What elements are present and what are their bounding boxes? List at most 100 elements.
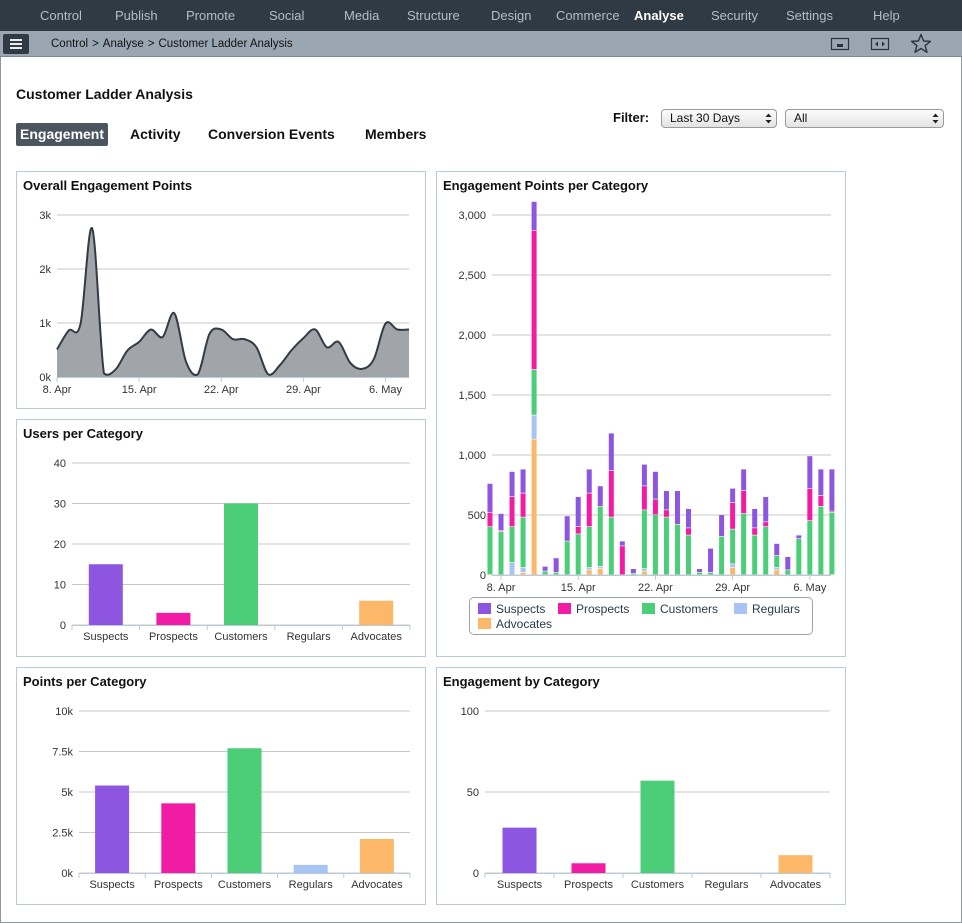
breadcrumb-separator: > — [92, 38, 99, 50]
bar-segment-customers — [674, 524, 680, 575]
nav-item-structure[interactable]: Structure — [407, 8, 460, 23]
tab-engagement[interactable]: Engagement — [16, 123, 109, 146]
bar-segment-prospects — [663, 510, 669, 517]
nav-item-promote[interactable]: Promote — [186, 8, 236, 23]
nav-item-analyse[interactable]: Analyse — [634, 8, 684, 23]
bar-prospects — [161, 803, 196, 873]
bar-segment-customers — [785, 570, 791, 575]
bar-segment-suspects — [785, 557, 791, 570]
x-tick-label: 8. Apr — [43, 384, 72, 396]
bar-segment-prospects — [498, 530, 504, 532]
bar-suspects — [88, 564, 123, 625]
bar-segment-customers — [652, 515, 658, 575]
y-tick-label: 500 — [468, 510, 486, 522]
breadcrumb-analyse[interactable]: Analyse — [102, 38, 144, 50]
y-tick-label: 50 — [467, 787, 479, 799]
y-tick-label: 2.5k — [52, 828, 73, 840]
y-tick-label: 1,000 — [458, 450, 486, 462]
nav-item-media[interactable]: Media — [344, 8, 380, 23]
bar-segment-prospects — [608, 470, 614, 517]
y-tick-label: 10k — [55, 706, 73, 718]
x-tick-label: Prospects — [149, 631, 198, 643]
overall-engagement-panel: Overall Engagement Points 0k 1k 2k 3k 8. Apr… — [16, 171, 426, 409]
bar-advocates — [359, 838, 394, 873]
legend-item-prospects[interactable]: Prospects — [558, 602, 629, 616]
x-tick-label: Suspects — [83, 631, 129, 643]
bar-customers — [227, 748, 262, 873]
nav-item-control[interactable]: Control — [40, 8, 82, 23]
x-tick-label: Customers — [631, 879, 685, 891]
bar-segment-suspects — [608, 433, 614, 470]
legend-item-regulars[interactable]: Regulars — [734, 602, 800, 616]
users-per-category-panel: Users per Category 0 10 20 30 40 Suspects Pros… — [16, 419, 426, 657]
breadcrumb-control[interactable]: Control — [51, 38, 89, 50]
y-tick-label: 0 — [473, 868, 479, 880]
points-by-category-panel: Points per Category 0k 2.5k 5k 7.5k 10k Suspe… — [16, 667, 426, 905]
engagement-by-category-chart: 0 50 100 Suspects Prospects Customers Regulars… — [461, 706, 831, 891]
bar-segment-prospects — [652, 499, 658, 515]
bar-segment-customers — [608, 517, 614, 575]
bar-segment-suspects — [741, 469, 747, 491]
x-tick-label: Suspects — [497, 879, 543, 891]
x-tick-label: 22. Apr — [638, 582, 673, 594]
bar-segment-advocates — [597, 569, 603, 575]
bar-segment-suspects — [586, 469, 592, 493]
monitor-icon[interactable] — [830, 35, 850, 53]
nav-item-settings[interactable]: Settings — [786, 8, 833, 23]
legend-item-advocates[interactable]: Advocates — [478, 617, 552, 631]
segment-select[interactable]: All — [785, 109, 944, 128]
tab-members[interactable]: Members — [365, 126, 427, 142]
period-select-value: Last 30 Days — [670, 111, 741, 125]
bar-segment-customers — [487, 527, 493, 575]
bar-segment-regulars — [730, 564, 736, 568]
bar-segment-regulars — [586, 567, 592, 570]
tab-activity[interactable]: Activity — [130, 126, 181, 142]
menu-icon[interactable] — [3, 34, 29, 54]
bar-segment-prospects — [763, 522, 769, 527]
breadcrumb-separator: > — [147, 38, 155, 50]
legend-item-suspects[interactable]: Suspects — [478, 602, 545, 616]
bar-segment-customers — [708, 572, 714, 575]
breadcrumb: Control > Analyse > Customer Ladder Analysis — [51, 31, 293, 57]
nav-item-publish[interactable]: Publish — [115, 8, 158, 23]
nav-item-design[interactable]: Design — [491, 8, 532, 23]
x-tick-label: Advocates — [770, 879, 822, 891]
x-tick-label: Suspects — [89, 879, 135, 891]
points-per-category-chart: 0k 2.5k 5k 7.5k 10k Suspects Prospects Customer… — [52, 706, 411, 891]
bar-segment-suspects — [542, 566, 548, 571]
bar-segment-suspects — [763, 497, 769, 522]
bar-segment-suspects — [807, 456, 813, 488]
nav-item-security[interactable]: Security — [711, 8, 758, 23]
select-arrows-icon — [932, 113, 939, 124]
nav-item-help[interactable]: Help — [873, 8, 900, 23]
bar-segment-suspects — [509, 471, 515, 497]
bar-segment-suspects — [498, 513, 504, 530]
bar-customers — [224, 503, 258, 625]
area-line — [56, 227, 410, 376]
bar-segment-regulars — [509, 563, 515, 575]
fit-width-icon[interactable] — [870, 35, 890, 53]
bar-segment-customers — [641, 510, 647, 569]
area-fill — [57, 227, 409, 377]
bar-customers — [640, 780, 675, 873]
x-tick-label: Regulars — [287, 631, 332, 643]
bar-segment-regulars — [520, 567, 526, 572]
nav-item-commerce[interactable]: Commerce — [556, 8, 620, 23]
y-tick-label: 2,000 — [458, 330, 486, 342]
bar-segment-prospects — [586, 493, 592, 527]
bar-segment-prospects — [741, 491, 747, 514]
bar-segment-suspects — [674, 491, 680, 524]
nav-item-social[interactable]: Social — [269, 8, 305, 23]
filter-label: Filter: — [613, 110, 650, 125]
select-arrows-icon — [765, 113, 772, 124]
tab-conversion-events[interactable]: Conversion Events — [208, 126, 335, 142]
bar-advocates — [359, 600, 394, 625]
bar-advocates — [778, 855, 813, 873]
bar-regulars — [293, 864, 328, 873]
bar-segment-customers — [564, 541, 570, 575]
engagement-by-category-panel: Engagement by Category 0 50 100 Suspects Pro… — [436, 667, 846, 905]
bar-prospects — [156, 612, 191, 625]
period-select[interactable]: Last 30 Days — [661, 109, 777, 128]
star-icon[interactable] — [910, 33, 932, 54]
legend-item-customers[interactable]: Customers — [642, 602, 718, 616]
